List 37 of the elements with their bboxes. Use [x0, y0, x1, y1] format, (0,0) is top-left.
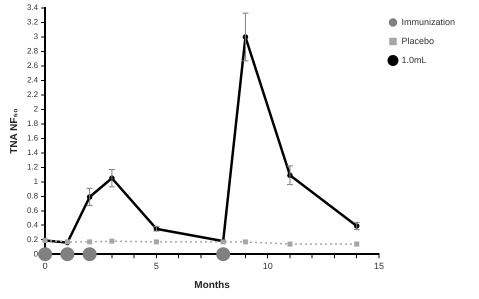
- y-tick-label: 0.8: [26, 191, 39, 200]
- point: [60, 247, 74, 262]
- legend-label: 1.0mL: [401, 54, 426, 65]
- x-tick-label: 15: [374, 261, 384, 272]
- y-tick-label: 1: [34, 176, 39, 186]
- point: [38, 247, 52, 262]
- x-tick-label: 0: [42, 261, 48, 272]
- y-tick-label: 0: [34, 249, 39, 258]
- y-tick-label: 3.4: [26, 3, 39, 12]
- y-tick-label: 2.2: [26, 90, 39, 100]
- point: [87, 239, 92, 244]
- y-tick-label: 0.2: [26, 234, 39, 244]
- y-tick-label: 1.4: [26, 148, 39, 158]
- legend-label: Immunization: [401, 16, 456, 27]
- x-axis-title: Months: [194, 280, 230, 291]
- legend-label: Placebo: [401, 36, 434, 46]
- point: [216, 247, 230, 262]
- y-tick-label: 2.8: [26, 46, 39, 56]
- y-tick-label: 2.6: [26, 61, 39, 70]
- point: [109, 238, 114, 244]
- point: [154, 239, 159, 244]
- point: [287, 242, 292, 247]
- point: [242, 239, 248, 244]
- y-tick-label: 0.6: [26, 206, 39, 215]
- point: [354, 242, 360, 247]
- x-tick-label: 10: [262, 261, 273, 272]
- y-tick-label: 1.8: [26, 119, 39, 128]
- point: [82, 247, 97, 262]
- y-tick-label: 1.6: [26, 134, 39, 143]
- y-tick-label: 2: [34, 104, 39, 114]
- y-tick-label: 1.2: [26, 162, 39, 172]
- x-tick-label: 5: [154, 261, 159, 272]
- y-axis-title: TNA NF₅₀: [8, 108, 20, 154]
- y-tick-label: 2.4: [26, 76, 39, 85]
- y-tick-label: 3: [34, 32, 39, 42]
- y-tick-label: 3.2: [26, 18, 39, 27]
- y-tick-label: 0.4: [26, 220, 39, 230]
